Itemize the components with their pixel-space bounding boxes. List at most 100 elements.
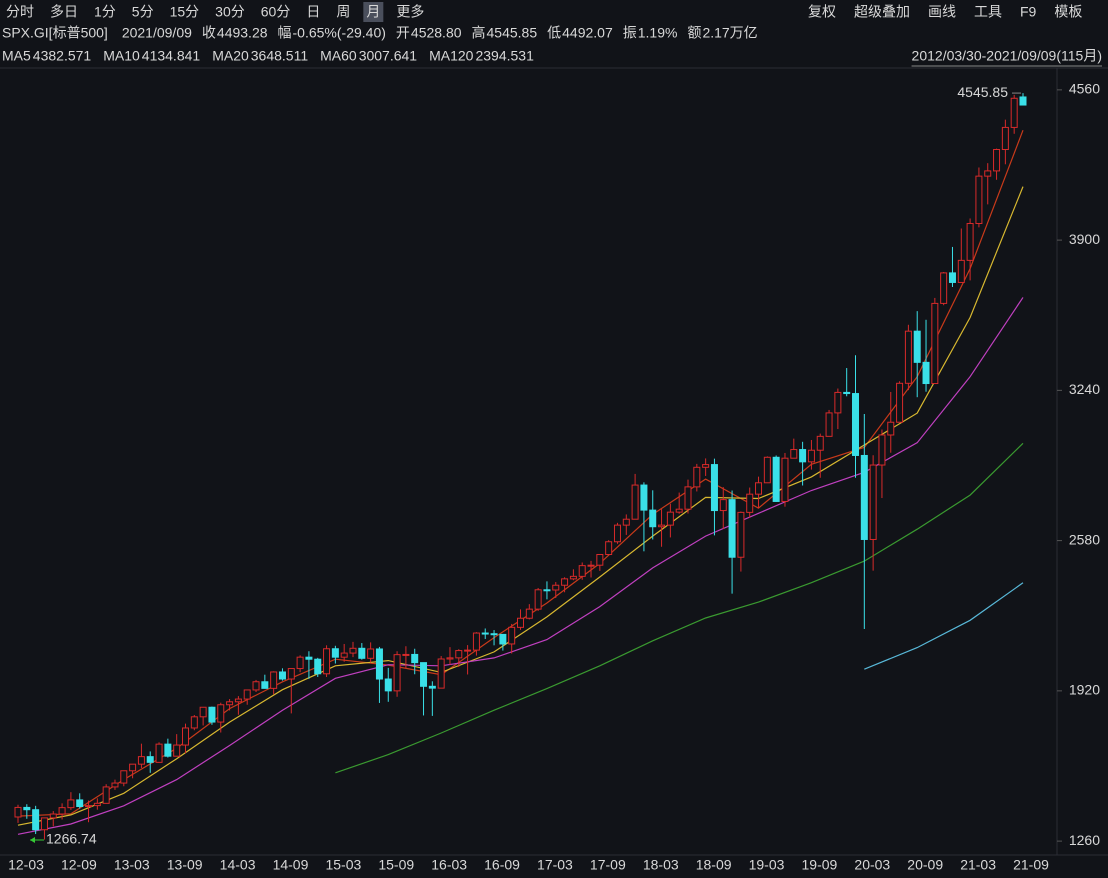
y-tick-label: 4560 [1069, 81, 1100, 97]
candle-body [649, 509, 657, 528]
candle-body [446, 657, 454, 660]
candle-body [631, 484, 639, 520]
ma-name: MA60 [320, 48, 357, 64]
candle-body [860, 454, 868, 540]
selected-tab-bg [363, 2, 384, 22]
period-tab[interactable]: 60分 [261, 4, 291, 20]
quote-label: 收 [202, 25, 216, 41]
date-range[interactable]: 2012/03/30-2021/09/09(115月) [912, 48, 1102, 64]
candle-body [226, 701, 234, 706]
candle-body [375, 648, 383, 680]
ma-name: MA5 [2, 48, 31, 64]
tool-button[interactable]: 工具 [974, 4, 1002, 20]
x-tick-label: 21-03 [960, 857, 996, 873]
period-tab[interactable]: 15分 [170, 4, 200, 20]
period-tab[interactable]: 月 [366, 4, 380, 20]
candle-body [807, 449, 815, 463]
candle-body [234, 698, 242, 703]
candle-body [552, 584, 560, 591]
candle-body [1001, 126, 1009, 151]
tool-button[interactable]: 超级叠加 [854, 4, 910, 20]
period-tab[interactable]: 周 [336, 4, 350, 20]
candle-body [790, 449, 798, 459]
candle-body [799, 449, 807, 463]
ma-line [335, 442, 1024, 774]
ma-name: MA20 [212, 48, 249, 64]
x-tick-label: 20-03 [854, 857, 890, 873]
candle-body [869, 464, 877, 540]
candle-body [367, 648, 375, 659]
x-tick-label: 18-09 [696, 857, 732, 873]
candle-body [129, 763, 137, 772]
candle-body [58, 807, 66, 815]
candle-body [208, 706, 216, 723]
candle-body [40, 817, 48, 831]
quote-label: 幅 [278, 25, 292, 41]
candle-body [120, 770, 128, 784]
y-tick-label: 1920 [1069, 682, 1100, 698]
candle-body [578, 565, 586, 577]
candle-body [261, 681, 269, 689]
quote-value: 4528.80 [411, 25, 462, 41]
candle-body [472, 632, 480, 651]
candle-body [111, 782, 119, 788]
candle-body [314, 658, 322, 675]
period-tab[interactable]: 分时 [6, 4, 34, 20]
candle-body [878, 434, 886, 466]
period-tab[interactable]: 30分 [215, 4, 245, 20]
candle-body [666, 511, 674, 526]
quote-label: 低 [547, 25, 561, 41]
candle-body [85, 805, 93, 808]
x-tick-label: 19-09 [802, 857, 838, 873]
quote-value: 4545.85 [487, 25, 538, 41]
candle-body [358, 647, 366, 659]
candle-body [49, 813, 57, 819]
tool-button[interactable]: 复权 [808, 4, 836, 20]
candle-body [252, 681, 260, 691]
candle-body [569, 575, 577, 580]
x-tick-label: 13-09 [167, 857, 203, 873]
period-tab[interactable]: 更多 [396, 4, 424, 20]
candle-body [816, 435, 824, 451]
candle-body [349, 647, 357, 654]
date: 2021/09/09 [122, 25, 192, 41]
period-tab[interactable]: 日 [306, 4, 320, 20]
period-tab[interactable]: 1分 [94, 4, 116, 20]
quote-label: 振 [623, 25, 637, 41]
quote-value: 4493.28 [217, 25, 268, 41]
candle-body [340, 652, 348, 658]
candle-body [32, 809, 40, 831]
candle-body [1019, 96, 1027, 106]
candle-body [957, 259, 965, 283]
period-tab[interactable]: 5分 [132, 4, 154, 20]
candle-body [420, 662, 428, 687]
candle-body [525, 608, 533, 619]
candle-body [305, 656, 313, 660]
x-tick-label: 17-09 [590, 857, 626, 873]
ma-name: MA120 [429, 48, 474, 64]
x-tick-label: 21-09 [1013, 857, 1049, 873]
candle-body [14, 806, 22, 818]
x-tick-label: 18-03 [643, 857, 679, 873]
candle-body [137, 756, 145, 765]
candle-body [270, 671, 278, 689]
candle-body [393, 654, 401, 692]
candle-body [464, 649, 472, 652]
tool-button[interactable]: 模板 [1054, 4, 1082, 20]
candle-body [746, 493, 754, 513]
tool-button[interactable]: F9 [1020, 4, 1037, 20]
candle-body [825, 412, 833, 437]
candle-body [640, 484, 648, 511]
ma-value: 2394.531 [475, 48, 534, 64]
candle-body [287, 668, 295, 680]
symbol: SPX.GI[标普500] [2, 25, 108, 41]
x-tick-label: 15-03 [325, 857, 361, 873]
candle-body [76, 799, 84, 808]
tool-button[interactable]: 画线 [928, 4, 956, 20]
candle-body [190, 716, 198, 729]
period-tab[interactable]: 多日 [50, 4, 78, 20]
candle-body [658, 524, 666, 528]
candle-body [23, 806, 31, 811]
x-tick-label: 14-09 [273, 857, 309, 873]
candle-body [411, 653, 419, 664]
